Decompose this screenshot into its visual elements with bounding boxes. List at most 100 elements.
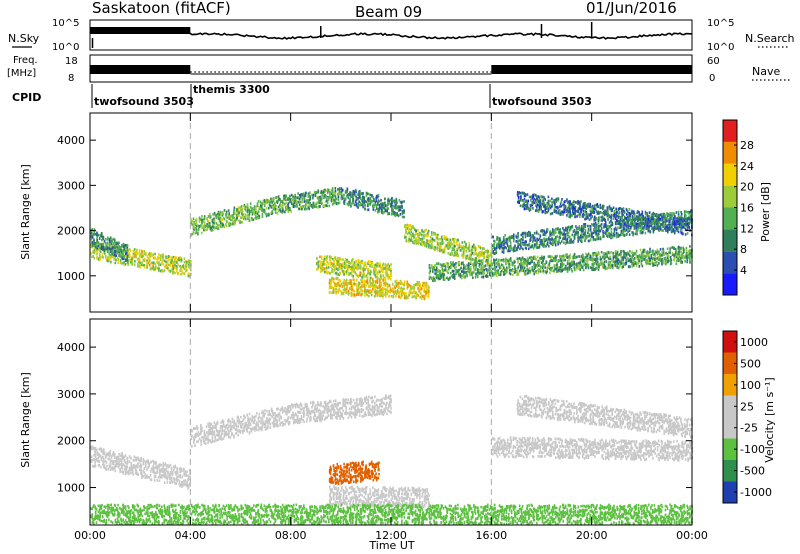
data-cell <box>393 292 395 296</box>
data-cell <box>505 257 507 261</box>
data-cell <box>337 290 339 294</box>
data-cell <box>213 217 215 221</box>
data-cell <box>526 264 528 267</box>
data-cell <box>542 259 544 262</box>
data-cell <box>376 294 379 297</box>
data-cell <box>372 200 374 203</box>
data-cell <box>394 280 396 283</box>
data-cell <box>241 209 244 212</box>
data-cell <box>490 249 492 253</box>
data-cell <box>377 277 379 280</box>
data-cell <box>324 190 326 193</box>
data-cell <box>616 257 619 261</box>
data-cell <box>525 240 527 244</box>
data-cell <box>334 282 336 286</box>
data-cell <box>159 254 162 257</box>
data-cell <box>664 256 667 260</box>
data-cell <box>380 294 383 297</box>
data-cell <box>365 274 368 278</box>
data-cell <box>571 263 573 267</box>
data-cell <box>553 256 555 260</box>
data-cell <box>494 240 496 243</box>
data-cell <box>340 263 342 266</box>
data-cell <box>539 234 542 237</box>
data-cell <box>361 276 364 279</box>
data-cell <box>639 248 642 252</box>
data-cell <box>113 239 116 242</box>
data-cell <box>582 225 585 229</box>
data-cell <box>99 242 102 246</box>
data-cell <box>345 291 348 294</box>
data-cell <box>340 258 342 261</box>
data-cell <box>461 276 463 280</box>
data-cell <box>431 231 433 234</box>
data-cell <box>482 273 485 277</box>
data-cell <box>366 293 369 297</box>
data-cell <box>455 271 458 274</box>
data-cell <box>259 200 262 204</box>
data-cell <box>355 202 358 206</box>
data-cell <box>371 262 373 265</box>
data-cell <box>420 295 423 298</box>
data-cell <box>469 257 472 261</box>
data-cell <box>345 278 348 282</box>
data-cell <box>480 275 483 279</box>
data-cell <box>382 267 385 271</box>
data-cell <box>342 197 344 200</box>
data-cell <box>658 262 660 265</box>
data-cell <box>344 262 346 265</box>
data-cell <box>534 263 537 267</box>
data-cell <box>113 244 116 247</box>
data-cell <box>468 242 471 245</box>
data-cell <box>106 258 109 262</box>
data-cell <box>542 271 544 274</box>
data-cell <box>285 201 287 205</box>
data-cell <box>452 272 455 276</box>
data-cell <box>458 244 461 247</box>
data-cell <box>403 283 405 287</box>
data-cell <box>363 272 365 275</box>
data-cell <box>584 225 587 228</box>
data-cell <box>351 267 353 271</box>
data-cell <box>434 246 436 249</box>
data-cell <box>247 217 249 220</box>
data-cell <box>365 200 368 204</box>
data-cell <box>308 207 310 211</box>
data-cell <box>134 255 136 258</box>
data-cell <box>191 223 193 226</box>
data-cell <box>569 265 571 269</box>
data-cell <box>335 287 337 291</box>
data-cell <box>589 225 592 228</box>
data-cell <box>434 272 436 275</box>
data-cell <box>481 251 483 255</box>
data-cell <box>472 263 474 267</box>
data-cell <box>344 189 347 193</box>
data-cell <box>406 227 409 230</box>
data-cell <box>456 269 459 272</box>
data-cell <box>643 258 646 261</box>
data-cell <box>118 246 120 250</box>
data-cell <box>377 262 379 265</box>
data-cell <box>407 240 410 243</box>
data-cell <box>174 271 176 275</box>
data-cell <box>492 251 494 254</box>
data-cell <box>106 246 109 249</box>
data-cell <box>591 258 593 262</box>
data-cell <box>367 204 369 208</box>
data-cell <box>594 230 597 234</box>
data-cell <box>146 255 149 259</box>
data-cell <box>90 237 93 241</box>
data-cell <box>566 270 569 273</box>
data-cell <box>194 223 197 226</box>
data-cell <box>372 285 375 288</box>
data-cell <box>593 228 595 231</box>
data-cell <box>563 241 565 244</box>
data-cell <box>302 192 305 196</box>
data-cell <box>91 236 94 239</box>
data-cell <box>113 257 115 261</box>
data-cell <box>416 233 419 236</box>
data-cell <box>331 276 333 280</box>
data-cell <box>521 261 524 265</box>
data-cell <box>674 247 677 251</box>
data-cell <box>165 263 168 267</box>
